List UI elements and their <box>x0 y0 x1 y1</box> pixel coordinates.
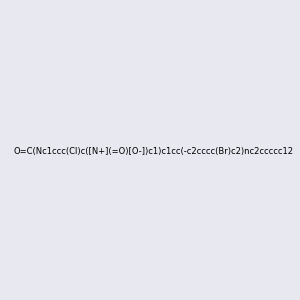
Text: O=C(Nc1ccc(Cl)c([N+](=O)[O-])c1)c1cc(-c2cccc(Br)c2)nc2ccccc12: O=C(Nc1ccc(Cl)c([N+](=O)[O-])c1)c1cc(-c2… <box>14 147 294 156</box>
